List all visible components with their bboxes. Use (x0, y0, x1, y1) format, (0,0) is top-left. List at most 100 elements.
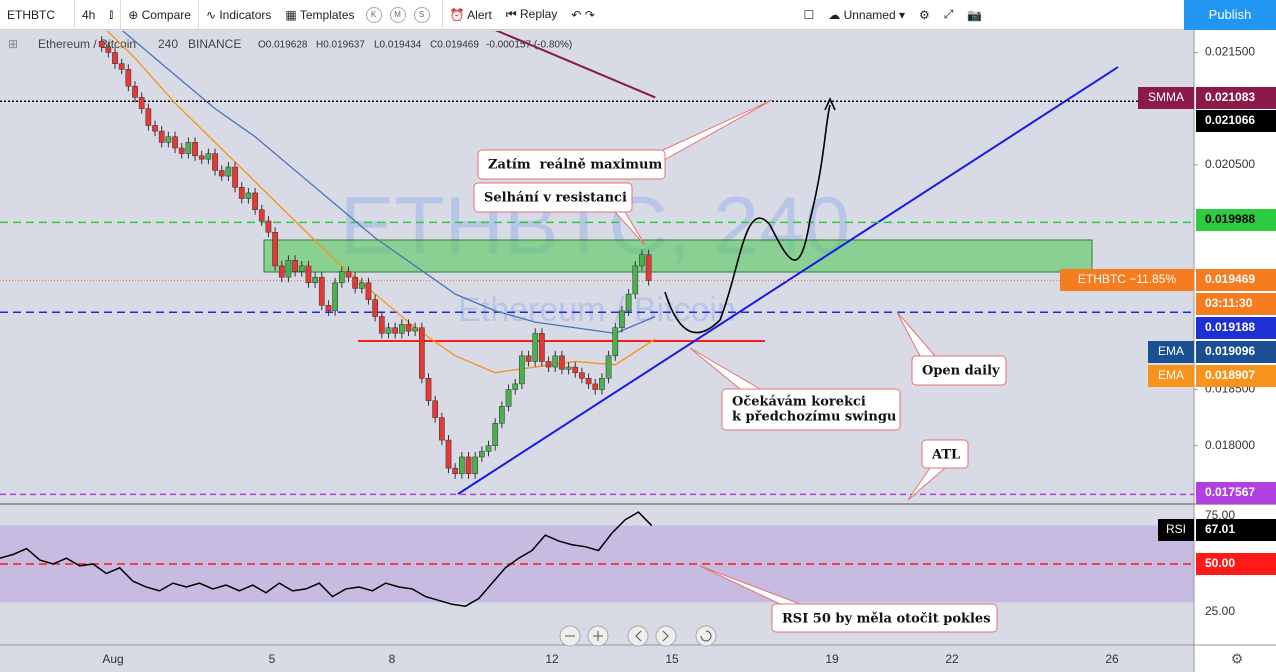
fullscreen-box[interactable]: ☐ (803, 7, 815, 22)
x-tick-label: 19 (825, 652, 839, 666)
candle (552, 355, 559, 368)
callout-pointer (699, 565, 801, 605)
y-tick-label: 0.020500 (1205, 157, 1255, 171)
candle (118, 63, 125, 70)
layout[interactable]: ☁ Unnamed ▾ (828, 7, 905, 22)
candle (519, 355, 525, 385)
candle (212, 153, 218, 171)
compare-label: Compare (141, 7, 191, 22)
s-button[interactable]: S (413, 6, 430, 23)
candle (165, 136, 172, 143)
candle (365, 282, 372, 300)
candle (418, 327, 425, 379)
candle (272, 231, 278, 267)
x-tick-label: 5 (269, 652, 276, 666)
symbol[interactable]: ETHBTC (7, 7, 55, 22)
candle (225, 166, 232, 177)
y-tick-label: 0.021500 (1205, 45, 1255, 59)
x-tick-label: 8 (389, 652, 396, 666)
reset[interactable] (695, 625, 717, 647)
legend-open: O0.019628 (258, 40, 308, 51)
rsi-name: RSI (1166, 522, 1186, 536)
legend-interval: 240 (158, 37, 178, 51)
compare[interactable]: ⊕ Compare (128, 7, 191, 22)
candle (425, 378, 432, 402)
candle (445, 439, 452, 469)
layout-label: Unnamed (843, 7, 896, 22)
axis-settings[interactable]: ⚙ (1231, 651, 1244, 667)
callout (477, 149, 666, 180)
undo[interactable]: ↶ ↷ (571, 7, 595, 22)
fullscreen[interactable]: ⤢ (943, 7, 954, 21)
candle (539, 333, 545, 362)
chart-type[interactable]: ⫾ (109, 7, 114, 21)
rsi-level-bg (1196, 553, 1276, 575)
x-tick-label: 12 (545, 652, 559, 666)
x-tick-label: 15 (665, 652, 679, 666)
x-tick-label: Aug (102, 652, 123, 666)
tag-bg (1196, 293, 1276, 315)
candle (599, 378, 605, 390)
candle (499, 406, 505, 424)
candle (392, 327, 398, 334)
replay[interactable]: ⏮ Replay (505, 7, 558, 21)
templates[interactable]: ▦ Templates (285, 7, 355, 22)
candle (452, 467, 459, 475)
publish[interactable]: Publish (1183, 0, 1276, 30)
candle (525, 355, 532, 362)
settings[interactable]: ⚙ (918, 7, 930, 22)
candle (352, 276, 358, 289)
scroll-right[interactable] (655, 625, 677, 647)
candle (285, 260, 292, 278)
price-pane (0, 31, 1194, 496)
candle (238, 187, 245, 199)
tag-value: 0.019988 (1205, 212, 1255, 226)
candle (645, 254, 652, 281)
rsi-tick-label: 75.00 (1205, 508, 1235, 522)
interval[interactable]: 4h (82, 7, 96, 22)
x-tick-label: 22 (945, 652, 959, 666)
candle (492, 422, 499, 446)
moving-average (121, 31, 656, 335)
candle (138, 97, 145, 109)
candle (579, 372, 585, 379)
callout (771, 603, 998, 633)
candle (125, 69, 132, 87)
tag-name: SMMA (1148, 90, 1184, 104)
indicators[interactable]: ∿ Indicators (205, 7, 272, 22)
candle (192, 142, 198, 157)
candle (158, 130, 165, 143)
candle (265, 220, 272, 233)
scroll-left[interactable] (627, 625, 649, 647)
trendline (457, 66, 1119, 495)
candle (185, 142, 192, 154)
legend-low: L0.019434 (374, 40, 422, 51)
candle (385, 327, 392, 334)
projection (664, 104, 831, 334)
rsi-name-bg (1158, 519, 1194, 541)
callout (721, 388, 901, 431)
candle (98, 40, 105, 48)
tag-value: 0.021083 (1205, 90, 1255, 104)
callout-text: k předchozímu swingu (732, 410, 896, 425)
y-tick-label: 0.018000 (1205, 438, 1255, 452)
tag-name-bg (1138, 87, 1194, 109)
tag-value: 0.019469 (1205, 272, 1255, 286)
candle (639, 254, 645, 267)
candle (405, 324, 412, 332)
candle (345, 271, 352, 278)
candle (112, 52, 118, 64)
candle (398, 324, 405, 334)
snapshot[interactable]: 📷 (967, 7, 983, 22)
indicators-label: Indicators (219, 7, 272, 22)
rsi-tick-label: 25.00 (1205, 604, 1235, 618)
m-button[interactable]: M (389, 6, 406, 23)
legend-collapse[interactable]: ⊞ (8, 37, 18, 51)
callout-text: Zatím reálně maximum (488, 158, 662, 173)
tag-bg (1196, 110, 1276, 132)
tag-name-bg (1148, 341, 1194, 363)
alert[interactable]: ⏰ Alert (449, 7, 492, 22)
candle (258, 209, 265, 222)
k-button[interactable]: K (365, 6, 382, 23)
